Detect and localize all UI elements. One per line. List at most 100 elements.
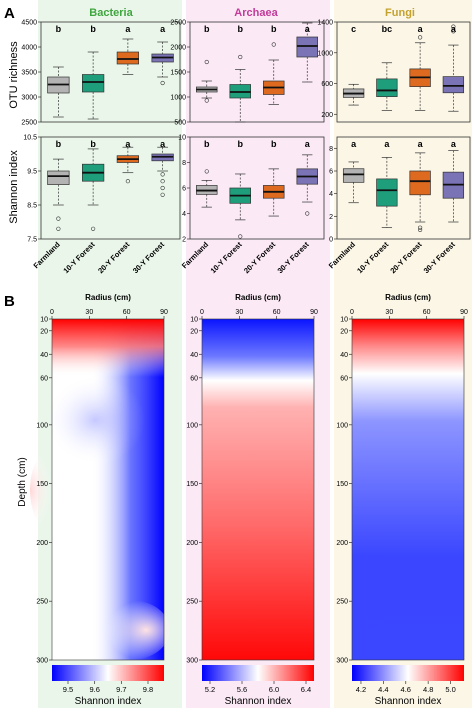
heatmap-axis-bacteria: Radius (cm) 0 30 60 90 10 20 40 60 100 150 200 250 30… [36, 293, 168, 665]
significance-letter: a [160, 139, 166, 149]
boxplot-fungi-richness: 200 600 1000 1400 c bc a a [317, 20, 471, 123]
outlier-point [56, 226, 61, 231]
y-tick-label: 500 [174, 120, 186, 127]
significance-letter: b [90, 139, 96, 149]
heatmap-archaea [201, 318, 315, 661]
outlier-point [160, 185, 165, 191]
y-tick-label: 40 [40, 352, 48, 359]
box [47, 170, 70, 185]
significance-letter: a [305, 24, 311, 34]
y-tick-label: 1500 [170, 70, 186, 77]
plot-frame [336, 21, 471, 123]
colorbar-tick-label: 9.6 [89, 685, 99, 694]
y-tick-label: 10 [178, 135, 186, 142]
significance-letter: b [238, 139, 244, 149]
y-tick-label: 40 [190, 352, 198, 359]
heatmap-axis-fungi: Radius (cm) 0 30 60 90 10 20 40 60 100 150 200 250 30… [336, 293, 468, 665]
significance-letter: a [160, 24, 166, 34]
x-tick-label: 90 [310, 309, 318, 316]
y-tick-label: 100 [336, 422, 348, 429]
y-tick-label: 10.5 [23, 135, 37, 142]
x-tick-label: 0 [350, 309, 354, 316]
colorbar-archaea [202, 665, 314, 681]
y-tick-label: 7.5 [27, 237, 37, 244]
y-tick-label: 2500 [21, 120, 37, 127]
colorbar-tick-label: 4.2 [356, 685, 366, 694]
y-tick-label: 8.5 [27, 203, 37, 210]
outlier-point [125, 179, 130, 184]
outlier-point [204, 98, 209, 103]
significance-letter: b [56, 24, 62, 34]
y-label-shannon: Shannon index [8, 150, 20, 224]
outlier-point [204, 169, 209, 174]
boxplot-archaea-richness: 500 1000 1500 2000 2500 b b b a [170, 20, 325, 127]
box [342, 168, 365, 183]
y-tick-label: 4 [182, 211, 186, 218]
bacteria-title: Bacteria [89, 7, 133, 19]
heatmap-fungi [351, 318, 465, 661]
significance-letter: b [90, 24, 96, 34]
box [376, 178, 398, 207]
y-tick-label: 1000 [317, 50, 333, 57]
y-tick-label: 200 [186, 540, 198, 547]
y-tick-label: 250 [36, 599, 48, 606]
colorbar-tick-label: 9.7 [116, 685, 126, 694]
y-tick-label: 300 [336, 658, 348, 665]
significance-letter: bc [382, 24, 393, 34]
y-tick-label: 2500 [170, 20, 186, 27]
outlier-point [451, 24, 456, 29]
plot-frame [40, 136, 181, 240]
colorbar-tick-label: 9.8 [143, 685, 153, 694]
colorbar-tick-label: 4.6 [401, 685, 411, 694]
y-tick-label: 150 [186, 481, 198, 488]
outlier-point [204, 59, 209, 65]
y-tick-label: 4000 [21, 45, 37, 52]
x-tick-label: 90 [460, 309, 468, 316]
colorbar-tick-label: 5.6 [237, 685, 247, 694]
outlier-point [418, 35, 423, 40]
box [82, 74, 105, 93]
y-tick-label: 250 [186, 599, 198, 606]
significance-letter: a [125, 139, 131, 149]
outlier-point [160, 192, 165, 197]
y-tick-label: 60 [40, 375, 48, 382]
y-tick-label: 2 [182, 237, 186, 244]
y-tick-label: 0 [329, 237, 333, 244]
y-label-depth: Depth (cm) [17, 457, 28, 506]
x-tick-label: 0 [200, 309, 204, 316]
significance-letter: a [451, 139, 457, 149]
outlier-point [238, 234, 243, 239]
y-tick-label: 20 [190, 328, 198, 335]
outlier-point [451, 29, 456, 34]
y-tick-label: 200 [321, 112, 333, 119]
significance-letter: a [305, 139, 311, 149]
y-tick-label: 8 [329, 146, 333, 153]
archaea-title: Archaea [234, 7, 278, 19]
significance-letter: b [204, 139, 210, 149]
y-tick-label: 2000 [170, 45, 186, 52]
significance-letter: a [418, 139, 424, 149]
significance-letter: b [204, 24, 210, 34]
panel-label-b: B [4, 293, 15, 310]
y-tick-label: 40 [340, 352, 348, 359]
y-tick-label: 10 [40, 317, 48, 324]
heatmap-axis-archaea: Radius (cm) 0 30 60 90 10 20 40 60 100 150 200 250 30… [186, 293, 318, 665]
colorbar-label: Shannon index [375, 696, 442, 707]
x-tick-label: 30 [85, 309, 93, 316]
y-tick-label: 20 [340, 328, 348, 335]
y-tick-label: 60 [190, 375, 198, 382]
colorbar-tick-label: 6.4 [301, 685, 311, 694]
colorbar-bacteria [52, 665, 164, 681]
y-tick-label: 1000 [170, 95, 186, 102]
y-tick-label: 3000 [21, 95, 37, 102]
y-tick-label: 100 [186, 422, 198, 429]
outlier-point [160, 172, 165, 177]
boxplot-bacteria-richness: 2500 3000 3500 4000 4500 b b a a [21, 20, 181, 127]
x-tick-label: 60 [273, 309, 281, 316]
colorbar-tick-label: 5.0 [445, 685, 455, 694]
y-tick-label: 4 [329, 191, 333, 198]
significance-letter: a [418, 24, 424, 34]
outlier-point [418, 227, 423, 233]
significance-letter: a [384, 139, 390, 149]
